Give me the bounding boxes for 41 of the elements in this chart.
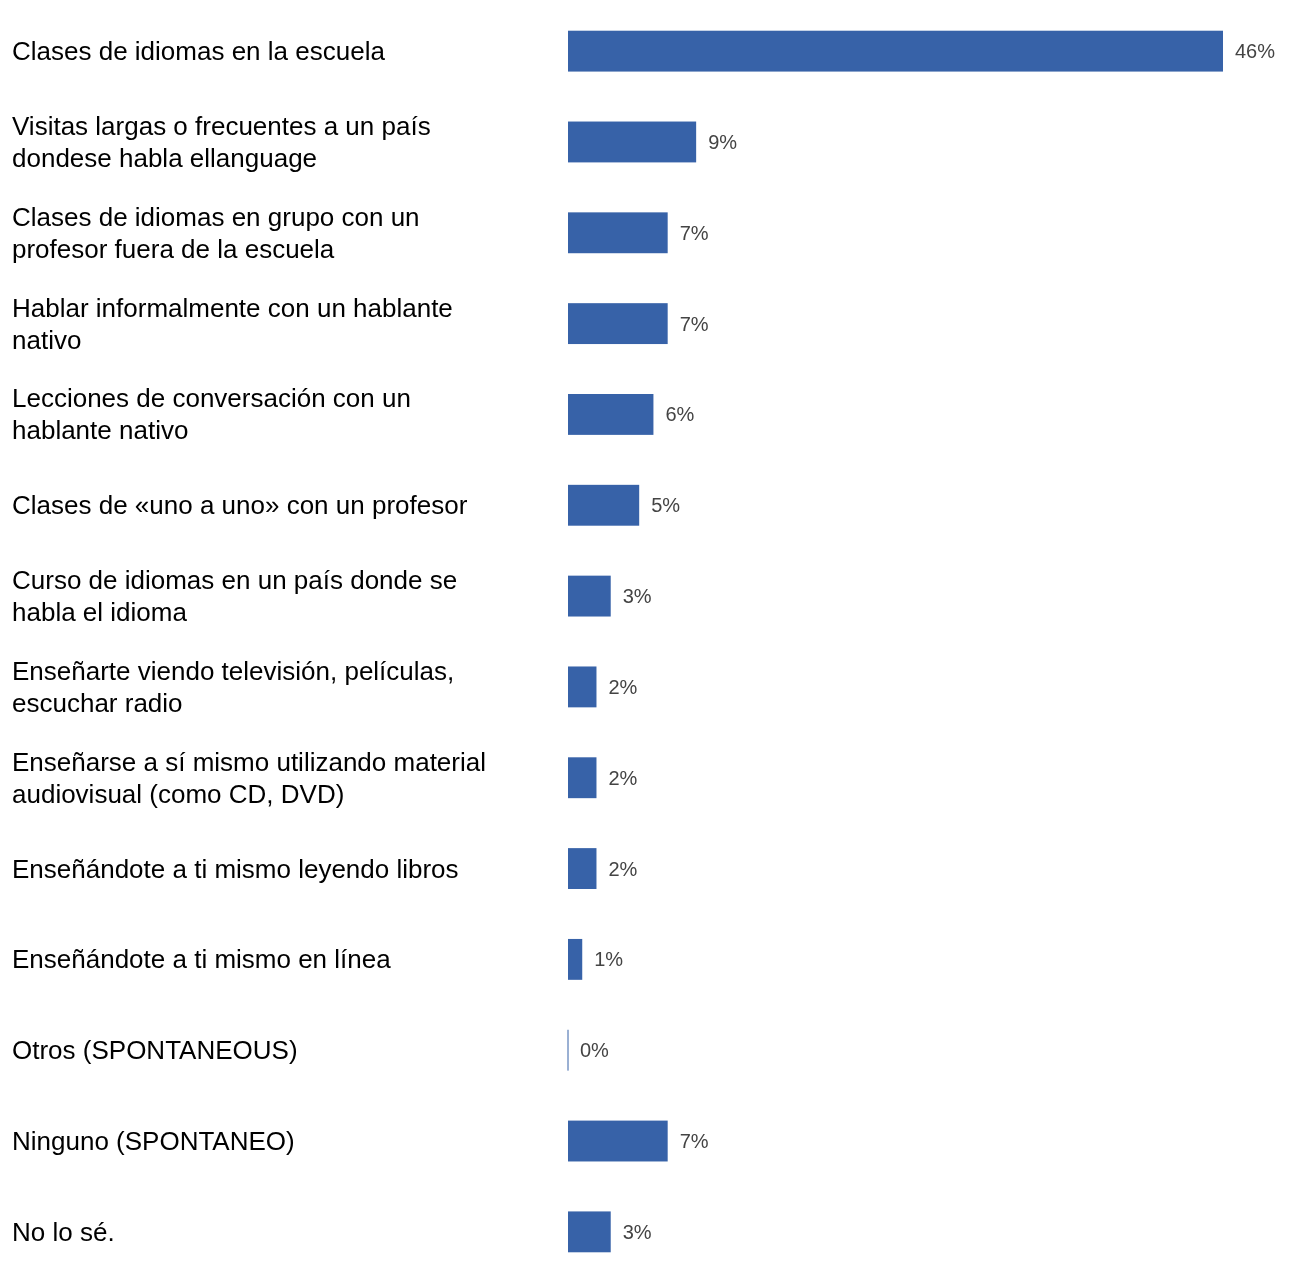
data-label: 2% <box>608 766 638 789</box>
bar <box>568 121 697 163</box>
y-tick-label: Clases de «uno a uno» con un profesor <box>12 490 468 521</box>
data-label: 2% <box>608 857 638 880</box>
y-tick-label: Otros (SPONTANEOUS) <box>12 1035 298 1066</box>
y-tick-label: Curso de idiomas en un país donde se habla el idioma <box>12 565 458 628</box>
y-tick-label: Enseñándote a ti mismo leyendo libros <box>12 853 459 884</box>
data-label: 1% <box>594 948 624 971</box>
bar <box>568 848 597 889</box>
y-tick-label: No lo sé. <box>12 1216 115 1247</box>
y-tick-label: Ninguno (SPONTANEO) <box>12 1126 295 1157</box>
data-label: 7% <box>679 312 709 335</box>
data-label: 3% <box>622 585 652 608</box>
bar <box>568 757 597 799</box>
bar <box>568 938 583 980</box>
bar <box>568 30 1223 72</box>
y-tick-label: Visitas largas o frecuentes a un país dondese habla ellanguage <box>12 110 431 173</box>
y-tick-label: Lecciones de conversación con un hablante nativo <box>12 383 411 446</box>
y-tick-label: Clases de idiomas en la escuela <box>12 36 386 67</box>
bar <box>568 575 611 617</box>
data-label: 3% <box>622 1220 652 1243</box>
bar <box>568 666 597 708</box>
bar <box>568 212 668 254</box>
data-label: 2% <box>608 675 638 698</box>
bar <box>568 484 640 526</box>
bar <box>568 1120 668 1162</box>
data-label: 7% <box>679 221 709 244</box>
data-label: 0% <box>580 1039 610 1062</box>
bar <box>568 1211 611 1253</box>
data-label: 7% <box>679 1130 709 1153</box>
data-label: 5% <box>651 494 681 517</box>
y-tick-label: Enseñarse a sí mismo utilizando material audiovisual (como CD, DVD) <box>12 746 486 809</box>
data-label: 46% <box>1235 40 1276 63</box>
y-tick-label: Hablar informalmente con un hablante nativo <box>12 292 453 355</box>
y-tick-label: Enseñarte viendo televisión, películas, escuchar radio <box>12 655 455 718</box>
data-label: 9% <box>708 130 738 153</box>
bar <box>568 394 654 435</box>
y-tick-label: Enseñándote a ti mismo en línea <box>12 944 392 975</box>
y-tick-label: Clases de idiomas en grupo con un profesor fuera de la escuela <box>12 201 420 264</box>
data-label: 6% <box>665 403 695 426</box>
bar <box>568 303 668 345</box>
